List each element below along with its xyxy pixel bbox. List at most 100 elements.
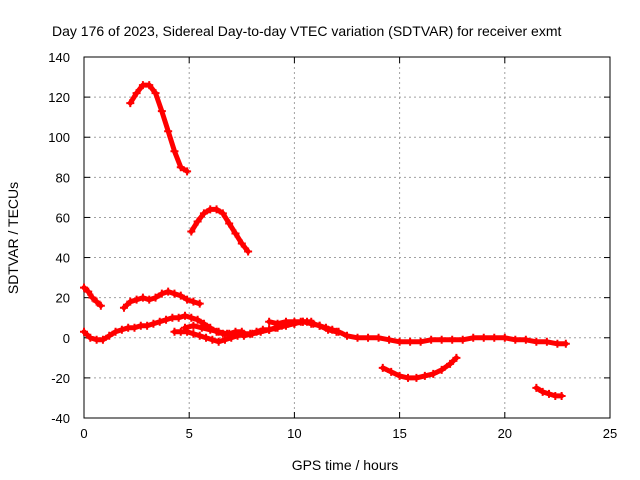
data-point [544, 389, 553, 398]
data-point [193, 315, 202, 324]
y-tick-label: 140 [48, 50, 70, 65]
data-point [214, 327, 223, 336]
data-point [126, 99, 135, 108]
y-tick-label: 120 [48, 90, 70, 105]
x-tick-label: 25 [603, 426, 617, 441]
y-tick-label: 40 [56, 251, 70, 266]
data-point [187, 313, 196, 322]
data-point [183, 167, 192, 176]
data-point [256, 327, 265, 336]
data-point [332, 327, 341, 336]
y-tick-label: 20 [56, 291, 70, 306]
data-point [132, 89, 141, 98]
y-axis-label: SDTVAR / TECUs [5, 182, 21, 294]
data-point [223, 329, 232, 338]
data-point [218, 209, 227, 218]
data-point [387, 367, 396, 376]
y-tick-label: 100 [48, 130, 70, 145]
data-point [176, 291, 185, 300]
y-tick-label: 80 [56, 170, 70, 185]
data-series-arc-2 [187, 205, 253, 256]
data-point [208, 335, 217, 344]
data-point [180, 311, 189, 320]
data-point [429, 369, 438, 378]
data-point [452, 353, 461, 362]
data-point [170, 289, 179, 298]
data-point [117, 325, 126, 334]
data-point [446, 359, 455, 368]
data-point [290, 317, 299, 326]
data-point [189, 321, 198, 330]
data-point [404, 373, 413, 382]
data-point [149, 319, 158, 328]
data-point [532, 337, 541, 346]
data-point [248, 329, 257, 338]
data-point [193, 217, 202, 226]
data-point [96, 301, 105, 310]
data-points [80, 81, 570, 400]
data-series-arc-1 [126, 81, 192, 176]
data-point [84, 287, 93, 296]
data-point [199, 209, 208, 218]
data-point [126, 297, 135, 306]
data-point [406, 337, 415, 346]
data-track [127, 82, 190, 174]
data-point [202, 333, 211, 342]
data-point [412, 373, 421, 382]
data-point [364, 333, 373, 342]
data-point [374, 333, 383, 342]
data-point [180, 323, 189, 332]
data-point [244, 247, 253, 256]
data-point [214, 337, 223, 346]
data-point [538, 387, 547, 396]
data-point [437, 365, 446, 374]
y-tick-label: 60 [56, 210, 70, 225]
y-tick-label: -20 [51, 371, 70, 386]
data-point [416, 337, 425, 346]
data-point [220, 335, 229, 344]
data-point [212, 205, 221, 214]
data-point [162, 315, 171, 324]
x-tick-label: 10 [287, 426, 301, 441]
data-point [385, 335, 394, 344]
data-point [490, 333, 499, 342]
data-point [195, 331, 204, 340]
data-point [395, 371, 404, 380]
x-tick-label: 0 [80, 426, 87, 441]
data-series-arc-10 [532, 383, 566, 400]
data-point [437, 335, 446, 344]
data-point [206, 325, 215, 334]
data-point [469, 333, 478, 342]
data-point [427, 335, 436, 344]
data-point [170, 147, 179, 156]
data-series-arc-7 [180, 317, 316, 340]
data-point [189, 329, 198, 338]
data-point [511, 335, 520, 344]
data-point [86, 333, 95, 342]
data-point [479, 333, 488, 342]
data-point [174, 313, 183, 322]
data-point [111, 327, 120, 336]
data-point [281, 317, 290, 326]
data-track [380, 355, 459, 381]
data-point [157, 289, 166, 298]
data-point [458, 335, 467, 344]
data-point [315, 321, 324, 330]
data-point [105, 331, 114, 340]
data-point [145, 81, 154, 90]
data-point [155, 317, 164, 326]
data-point [231, 329, 240, 338]
x-axis-label: GPS time / hours [292, 457, 399, 473]
data-point [189, 297, 198, 306]
data-point [557, 391, 566, 400]
data-point [88, 293, 97, 302]
data-point [145, 295, 154, 304]
y-tick-label: 0 [63, 331, 70, 346]
data-point [143, 321, 152, 330]
data-point [138, 293, 147, 302]
data-point [448, 335, 457, 344]
data-point [164, 287, 173, 296]
data-point [239, 331, 248, 340]
data-point [164, 127, 173, 136]
